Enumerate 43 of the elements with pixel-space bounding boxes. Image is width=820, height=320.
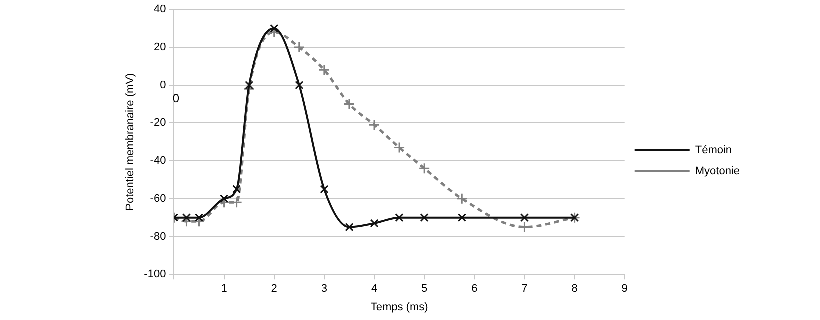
point xyxy=(345,222,354,232)
y-tick-label: -20 xyxy=(150,117,166,130)
point xyxy=(344,98,356,110)
x-tick-label: 9 xyxy=(622,283,628,296)
point xyxy=(420,214,429,222)
point xyxy=(320,185,329,194)
legend-label: Myotonie xyxy=(695,166,740,178)
point xyxy=(270,24,279,33)
point xyxy=(318,64,330,76)
point xyxy=(220,194,229,204)
annotation: 0 xyxy=(172,92,180,106)
x-tick-label: 8 xyxy=(572,283,578,296)
x-axis-title: Temps (ms) xyxy=(370,301,428,314)
y-tick-label: -40 xyxy=(150,155,166,168)
y-axis-title: Potentiel membranaire (mV) xyxy=(124,73,137,211)
point xyxy=(458,214,466,222)
point xyxy=(520,214,530,222)
point xyxy=(368,119,380,131)
x-tick-label: 7 xyxy=(522,283,528,296)
point xyxy=(245,81,254,90)
y-tick-label: 20 xyxy=(154,41,166,54)
point xyxy=(370,219,379,228)
x-tick-label: 3 xyxy=(321,283,328,296)
y-tick-label: 40 xyxy=(154,4,166,16)
y-tick-label: 0 xyxy=(160,79,166,92)
y-tick-label: -100 xyxy=(144,268,166,281)
x-tick-label: 5 xyxy=(422,283,428,296)
y-tick-label: -60 xyxy=(150,192,166,205)
x-tick-label: 1 xyxy=(221,283,228,296)
point xyxy=(182,214,192,222)
point xyxy=(194,214,204,222)
point xyxy=(395,214,404,222)
x-tick-label: 2 xyxy=(271,283,278,296)
y-tick-label: -80 xyxy=(150,230,166,243)
point xyxy=(294,42,306,54)
point xyxy=(418,162,430,174)
point xyxy=(456,193,468,205)
point xyxy=(295,81,304,90)
legend-label: Témoin xyxy=(695,144,732,157)
x-tick-label: 6 xyxy=(472,283,478,296)
point xyxy=(394,142,406,154)
x-tick-label: 4 xyxy=(371,283,378,296)
point xyxy=(232,185,242,194)
